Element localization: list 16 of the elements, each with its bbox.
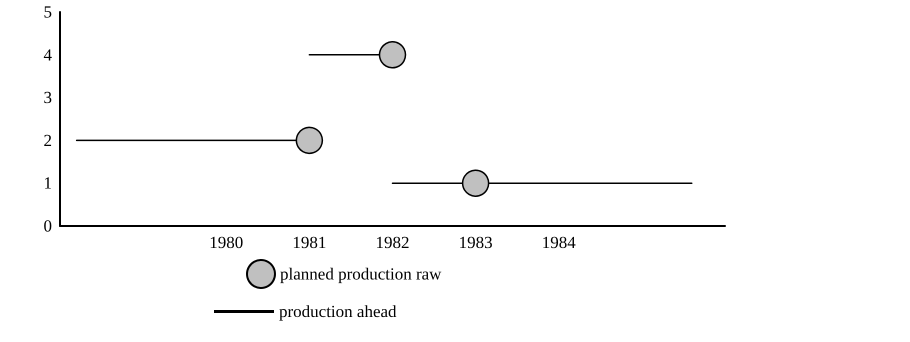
legend-label: production ahead bbox=[279, 302, 398, 321]
point bbox=[296, 126, 324, 154]
y-tick-label: 2 bbox=[44, 130, 52, 150]
y-tick-label: 5 bbox=[44, 2, 52, 22]
x-tick-label: 1980 bbox=[209, 233, 244, 252]
y-tick-label: 4 bbox=[44, 45, 52, 64]
point bbox=[462, 169, 490, 197]
point bbox=[378, 41, 406, 69]
legend-label: planned production raw bbox=[280, 264, 442, 284]
y-tick-label: 0 bbox=[44, 216, 52, 236]
x-tick-label: 1981 bbox=[292, 233, 326, 252]
x-tick-label: 1984 bbox=[542, 233, 576, 252]
x-tick-label: 1983 bbox=[458, 233, 493, 252]
y-tick-label: 3 bbox=[44, 88, 52, 108]
y-tick-label: 1 bbox=[44, 174, 52, 193]
x-tick-label: 1982 bbox=[376, 233, 410, 252]
